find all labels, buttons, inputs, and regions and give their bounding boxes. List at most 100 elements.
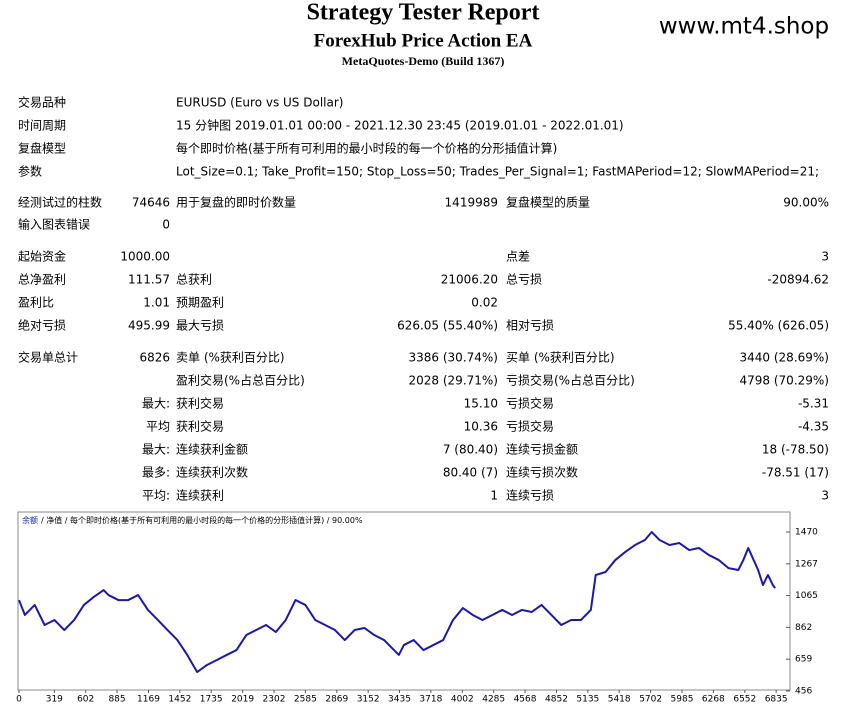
x-tick-label: 6835 xyxy=(765,695,788,705)
stat-value: 626.05 (55.40%) xyxy=(397,319,498,333)
x-tick-label: 5135 xyxy=(576,695,599,705)
stat-value: 1.01 xyxy=(143,296,170,310)
x-tick-label: 4568 xyxy=(514,695,537,705)
info-value: 15 分钟图 2019.01.01 00:00 - 2021.12.30 23:… xyxy=(176,118,624,133)
stat-label: 连续亏损次数 xyxy=(506,465,578,480)
stat-label: 起始资金 xyxy=(18,249,66,264)
stat-label: 最大亏损 xyxy=(176,319,224,333)
stat-label: 连续获利 xyxy=(176,488,224,503)
stat-value: 74646 xyxy=(132,196,170,210)
stat-value: 1419989 xyxy=(445,196,498,210)
x-tick-label: 1452 xyxy=(168,695,191,705)
info-value: 每个即时价格(基于所有可利用的最小时段的每一个价格的分形插值计算) xyxy=(176,141,557,156)
stat-label: 绝对亏损 xyxy=(18,318,66,333)
stat-value: 6826 xyxy=(139,351,170,365)
stat-value: 最大: xyxy=(142,397,170,411)
legend-series: 余额 xyxy=(22,515,38,525)
stat-value: 1 xyxy=(490,489,498,503)
y-tick-label: 659 xyxy=(795,655,812,665)
stat-label: 预期盈利 xyxy=(176,296,224,310)
stat-label: 连续亏损金额 xyxy=(506,442,578,457)
stat-value: 2028 (29.71%) xyxy=(409,374,498,388)
stat-value: 15.10 xyxy=(464,397,498,411)
stat-label: 总净盈利 xyxy=(18,273,66,287)
legend-text: / 净值 / 每个即时价格(基于所有可利用的最小时段的每一个价格的分形插值计算)… xyxy=(41,515,363,525)
chart-frame xyxy=(17,511,791,691)
stat-value: 3440 (28.69%) xyxy=(740,351,829,365)
stat-value: 7 (80.40) xyxy=(443,443,498,457)
stat-label: 获利交易 xyxy=(176,396,224,411)
stat-label: 总获利 xyxy=(176,273,212,287)
x-tick-label: 2869 xyxy=(325,695,348,705)
stat-label: 总亏损 xyxy=(506,273,542,287)
y-tick-label: 1470 xyxy=(795,528,818,538)
watermark: www.mt4.shop xyxy=(659,14,829,40)
info-label: 参数 xyxy=(18,164,42,179)
stat-label: 买单 (%获利百分比) xyxy=(506,351,615,365)
stat-label: 连续获利次数 xyxy=(176,465,248,480)
x-tick-label: 2302 xyxy=(263,695,286,705)
y-tick-label: 456 xyxy=(795,687,812,697)
stat-value: 平均: xyxy=(142,489,170,503)
stat-value: 1000.00 xyxy=(120,250,170,264)
stat-label: 卖单 (%获利百分比) xyxy=(176,351,285,365)
x-tick-label: 4002 xyxy=(451,695,474,705)
x-tick-label: 885 xyxy=(108,695,125,705)
x-tick-label: 6552 xyxy=(733,695,756,705)
y-tick-label: 862 xyxy=(795,623,812,633)
stat-value: 最大: xyxy=(142,443,170,457)
stat-label: 连续获利金额 xyxy=(176,442,248,457)
x-tick-label: 3718 xyxy=(419,695,442,705)
stat-label: 复盘模型的质量 xyxy=(506,195,590,210)
x-tick-label: 602 xyxy=(77,695,94,705)
stat-value: 3 xyxy=(821,489,829,503)
stat-label: 用于复盘的即时价数量 xyxy=(176,195,296,210)
stat-label: 盈利比 xyxy=(18,296,54,310)
x-tick-label: 3152 xyxy=(357,695,380,705)
x-tick-label: 6268 xyxy=(702,695,725,705)
x-tick-label: 5985 xyxy=(671,695,694,705)
info-label: 时间周期 xyxy=(18,119,66,133)
stat-value: 0 xyxy=(162,218,170,232)
x-tick-label: 5418 xyxy=(608,695,631,705)
info-label: 交易品种 xyxy=(18,95,66,110)
x-tick-label: 1169 xyxy=(137,695,160,705)
stat-label: 相对亏损 xyxy=(506,319,554,333)
stat-value: 4798 (70.29%) xyxy=(740,374,829,388)
stat-label: 亏损交易 xyxy=(506,419,554,434)
stat-label: 经测试过的柱数 xyxy=(18,195,102,210)
stat-label: 获利交易 xyxy=(176,419,224,434)
stat-label: 输入图表错误 xyxy=(18,217,90,232)
stat-label: 亏损交易(%占总百分比) xyxy=(506,373,635,388)
x-tick-label: 4852 xyxy=(545,695,568,705)
stat-value: 10.36 xyxy=(464,420,498,434)
x-tick-label: 2019 xyxy=(231,695,254,705)
x-tick-label: 319 xyxy=(46,695,63,705)
stat-label: 点差 xyxy=(506,250,530,264)
stat-value: 18 (-78.50) xyxy=(762,443,829,457)
balance-line xyxy=(18,531,776,674)
stat-value: 0.02 xyxy=(471,296,498,310)
stat-value: 21006.20 xyxy=(441,273,498,287)
stat-value: 111.57 xyxy=(128,273,170,287)
y-tick-label: 1065 xyxy=(795,591,818,601)
x-tick-label: 2585 xyxy=(294,695,317,705)
x-tick-label: 0 xyxy=(16,695,22,705)
stat-value: 3386 (30.74%) xyxy=(409,351,498,365)
stat-value: 80.40 (7) xyxy=(443,466,498,480)
x-tick-label: 4285 xyxy=(482,695,505,705)
stat-value: 最多: xyxy=(142,466,170,480)
stat-value: -78.51 (17) xyxy=(762,466,829,480)
stat-label: 盈利交易(%占总百分比) xyxy=(176,373,305,388)
subtitle: ForexHub Price Action EA xyxy=(314,30,533,51)
stat-value: 90.00% xyxy=(783,196,829,210)
stat-label: 交易单总计 xyxy=(18,350,78,365)
y-tick-label: 1267 xyxy=(795,559,818,569)
title: Strategy Tester Report xyxy=(307,0,540,26)
stat-value: 55.40% (626.05) xyxy=(728,319,829,333)
stat-value: 495.99 xyxy=(128,319,170,333)
stat-value: -20894.62 xyxy=(767,273,829,287)
stat-value: 3 xyxy=(821,250,829,264)
stat-value: -4.35 xyxy=(798,420,829,434)
